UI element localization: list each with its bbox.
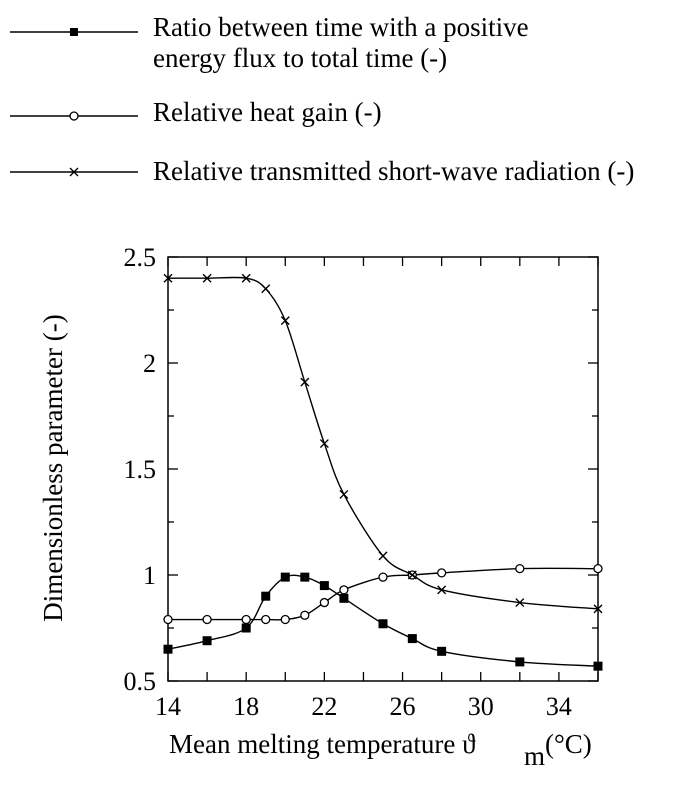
x-axis-title-main: Mean melting temperature ϑ [169, 729, 476, 759]
data-point-heat-gain [300, 610, 310, 620]
data-point-heat-gain [593, 563, 603, 574]
data-point-short-wave [319, 439, 329, 449]
data-point-heat-gain [202, 614, 212, 625]
x-axis-title-subscript: m [524, 741, 545, 771]
legend-label-ratio-line2: energy flux to total time (-) [153, 43, 447, 73]
data-point-short-wave [339, 489, 349, 499]
data-point-ratio [378, 619, 388, 629]
data-point-heat-gain [163, 614, 173, 625]
x-axis-title-unit: (°C) [545, 729, 592, 759]
y-tick-label: 0.5 [124, 667, 157, 696]
legend-entry-heat-gain: Relative heat gain (-) [10, 97, 382, 127]
x-tick-label: 18 [233, 692, 259, 721]
legend-label-short-wave: Relative transmitted short-wave radiatio… [153, 156, 634, 186]
y-tick-label: 1.5 [124, 455, 157, 484]
data-point-heat-gain [241, 614, 251, 625]
x-tick-label: 30 [468, 692, 494, 721]
y-tick-label: 2 [143, 349, 156, 378]
data-point-short-wave [163, 273, 173, 283]
data-point-ratio [437, 646, 447, 656]
x-axis-title: Mean melting temperature ϑ m (°C) [169, 729, 592, 771]
data-point-short-wave [300, 377, 310, 387]
y-axis-title: Dimensionless parameter (-) [38, 314, 68, 621]
data-point-ratio [319, 581, 329, 591]
data-point-ratio [280, 572, 290, 582]
legend-marker-heat-gain [69, 111, 79, 121]
x-tick-label: 22 [311, 692, 337, 721]
data-point-short-wave [280, 316, 290, 326]
series-line-short-wave [168, 276, 599, 610]
data-point-ratio [202, 636, 212, 646]
data-point-short-wave [407, 570, 417, 580]
data-point-short-wave [202, 273, 212, 283]
plot-frame [167, 256, 599, 682]
y-tick-label: 2.5 [124, 243, 157, 272]
data-point-short-wave [378, 551, 388, 561]
legend-entry-ratio: Ratio between time with a positive energ… [10, 12, 529, 73]
legend-label-heat-gain: Relative heat gain (-) [153, 97, 382, 127]
data-point-heat-gain [319, 597, 330, 608]
x-tick-label: 26 [390, 692, 416, 721]
data-point-heat-gain [378, 572, 388, 582]
x-tick-label: 14 [155, 692, 181, 721]
data-point-ratio [515, 657, 525, 667]
legend-marker-short-wave [69, 167, 79, 177]
plot-area: 14 18 22 26 30 34 0.5 1 1.5 2 2.5 [124, 243, 603, 721]
data-point-short-wave [241, 273, 251, 283]
data-point-short-wave [261, 284, 271, 294]
legend: Ratio between time with a positive energ… [10, 12, 634, 186]
data-point-ratio [339, 593, 349, 603]
data-point-ratio [163, 644, 173, 654]
data-point-short-wave [515, 598, 525, 608]
x-tick-label: 34 [546, 692, 572, 721]
data-point-short-wave [437, 585, 447, 595]
data-point-heat-gain [436, 568, 447, 578]
legend-label-ratio-line1: Ratio between time with a positive [153, 12, 529, 42]
data-point-heat-gain [280, 614, 290, 625]
data-point-ratio [407, 634, 417, 644]
data-point-short-wave [593, 604, 603, 614]
data-point-heat-gain [515, 563, 525, 574]
legend-entry-short-wave: Relative transmitted short-wave radiatio… [10, 156, 634, 186]
y-tick-label: 1 [143, 561, 156, 590]
data-point-ratio [241, 623, 251, 633]
data-point-ratio [300, 572, 310, 582]
data-point-ratio [261, 591, 271, 601]
data-point-heat-gain [339, 585, 349, 595]
legend-marker-ratio [70, 28, 78, 36]
data-point-ratio [593, 661, 603, 671]
data-point-heat-gain [261, 614, 271, 625]
